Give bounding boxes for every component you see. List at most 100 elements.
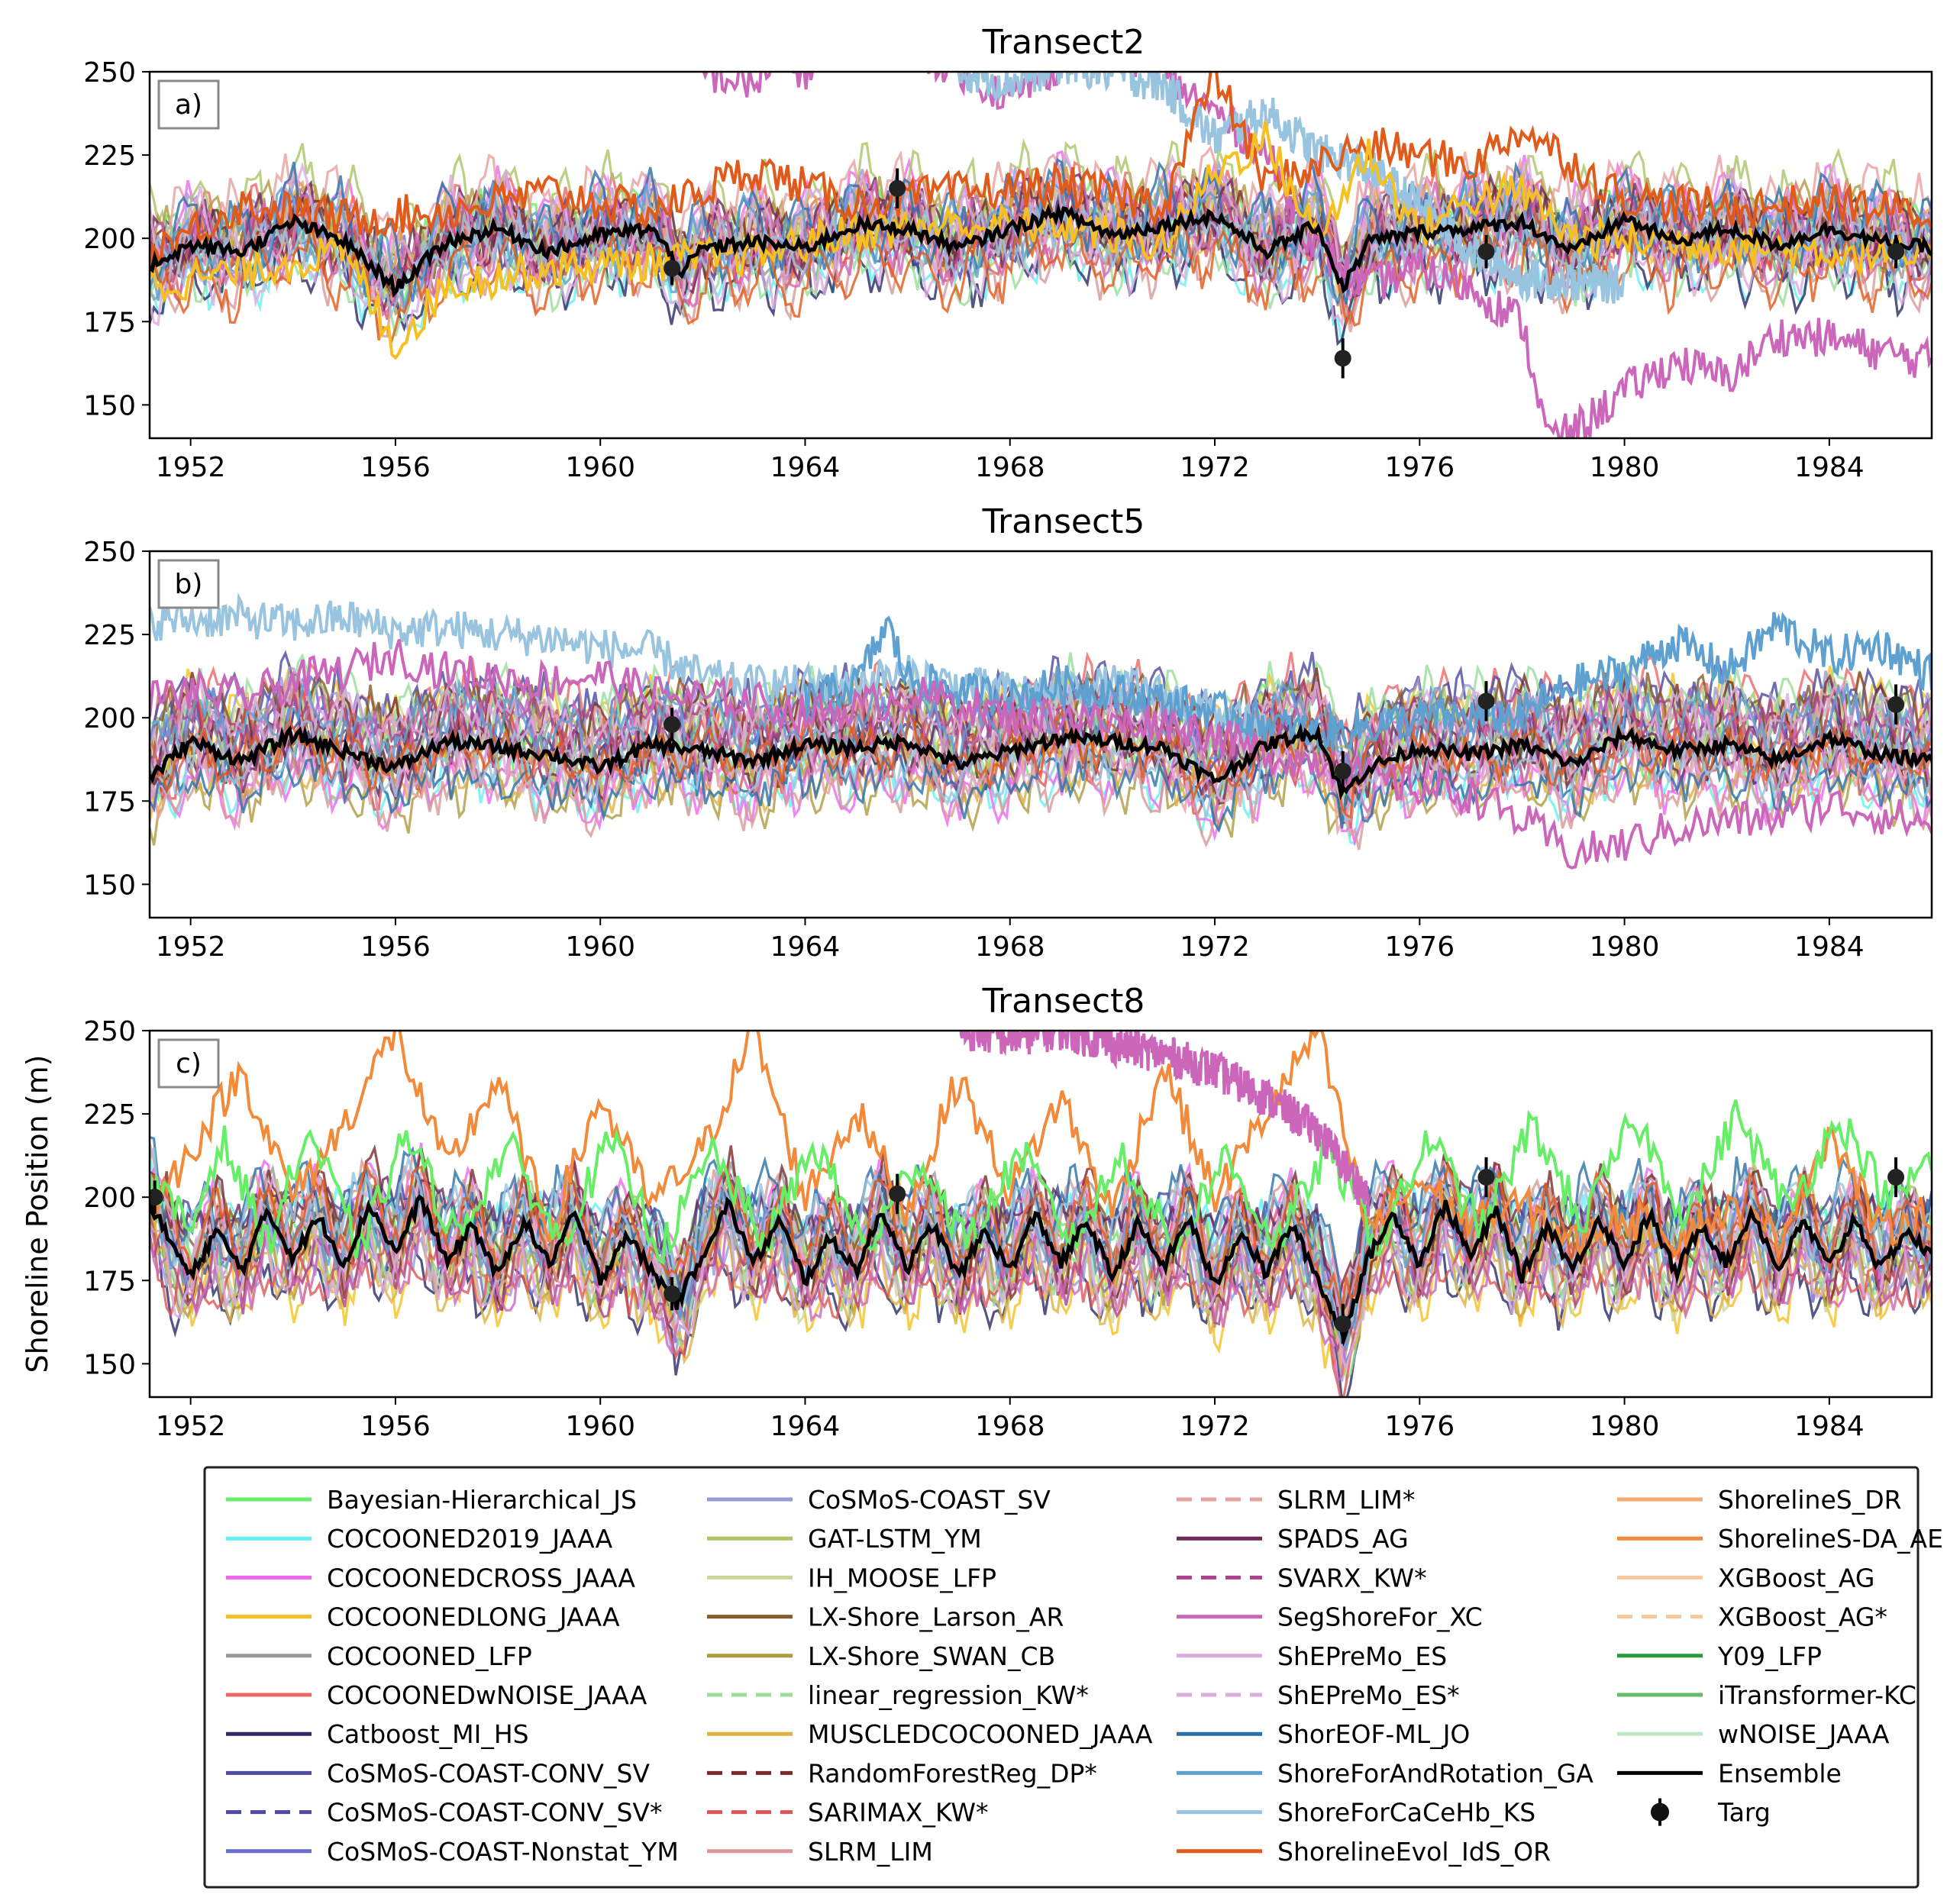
target-point xyxy=(150,1189,163,1206)
x-tick-label: 1960 xyxy=(565,1411,635,1442)
y-axis-label: Shoreline Position (m) xyxy=(21,1055,54,1373)
x-tick-label: 1984 xyxy=(1794,931,1865,963)
y-tick-label: 150 xyxy=(83,390,136,421)
legend-label: COCOONEDwNOISE_JAAA xyxy=(327,1680,647,1710)
legend-marker xyxy=(1651,1802,1669,1822)
target-point xyxy=(1887,1169,1905,1186)
legend-label: ShoreForAndRotation_GA xyxy=(1277,1758,1593,1788)
legend-label: LX-Shore_Larson_AR xyxy=(808,1602,1064,1632)
legend-label: ShorelineS_DR xyxy=(1718,1485,1902,1515)
legend-label: SegShoreFor_XC xyxy=(1277,1602,1483,1632)
y-tick-label: 150 xyxy=(83,1349,136,1380)
legend-label: GAT-LSTM_YM xyxy=(808,1524,982,1554)
legend-entry: ShEPreMo_ES xyxy=(1177,1641,1447,1671)
target-point xyxy=(664,1285,681,1302)
legend-label: ShorelineS-DA_AE xyxy=(1718,1524,1943,1554)
model-trace xyxy=(150,1160,1932,1312)
legend-entry: SARIMAX_KW* xyxy=(707,1798,989,1828)
target-point xyxy=(1334,350,1351,367)
x-tick-label: 1980 xyxy=(1590,1411,1660,1442)
series-SegShoreFor_XC xyxy=(150,639,1932,870)
target-point xyxy=(1334,1315,1351,1332)
legend-label: CoSMoS-COAST_SV xyxy=(808,1485,1051,1515)
legend-label: COCOONED_LFP xyxy=(327,1641,532,1671)
legend-entry: XGBoost_AG* xyxy=(1617,1602,1887,1632)
y-tick-label: 175 xyxy=(83,1266,136,1297)
y-tick-label: 200 xyxy=(83,703,136,734)
x-tick-label: 1956 xyxy=(360,931,431,963)
legend-entry: wNOISE_JAAA xyxy=(1617,1719,1890,1749)
y-tick-label: 250 xyxy=(83,57,136,89)
x-tick-label: 1964 xyxy=(770,931,841,963)
y-tick-label: 225 xyxy=(83,620,136,651)
target-point xyxy=(1477,692,1495,710)
series-Bayesian-Hierarchical_JS xyxy=(150,1099,1932,1266)
series-ensemble xyxy=(150,722,1932,801)
legend-entry: COCOONED_LFP xyxy=(226,1641,532,1671)
panel-transect8: 1952 1956 1960 1964 1968 1972 1976 1980 1984 150 1… xyxy=(21,982,1933,1442)
target-point xyxy=(664,715,681,733)
y-tick-label: 200 xyxy=(83,224,136,255)
legend-entry: CoSMoS-COAST_SV xyxy=(707,1485,1051,1515)
model-trace xyxy=(150,1147,1932,1336)
legend-entry: LX-Shore_SWAN_CB xyxy=(707,1641,1055,1671)
series-ShorelineS-DA_AE xyxy=(150,1031,1932,1261)
legend-label: Ensemble xyxy=(1718,1758,1842,1788)
legend-entry: Y09_LFP xyxy=(1617,1641,1822,1671)
y-tick-label: 225 xyxy=(83,140,136,172)
legend-label: LX-Shore_SWAN_CB xyxy=(808,1641,1055,1671)
panel-transect2: 1952 1956 1960 1964 1968 1972 1976 1980 1984 150 1… xyxy=(83,23,1933,483)
legend-label: Bayesian-Hierarchical_JS xyxy=(327,1485,637,1515)
legend-label: COCOONED2019_JAAA xyxy=(327,1524,613,1554)
target-point xyxy=(1477,1169,1495,1186)
plot-frame xyxy=(148,70,1933,440)
legend-label: CoSMoS-COAST-Nonstat_YM xyxy=(327,1837,679,1867)
legend-entry: COCOONED2019_JAAA xyxy=(226,1524,613,1554)
y-tick-label: 250 xyxy=(83,1016,136,1047)
target-point xyxy=(889,1185,906,1202)
plot-frame xyxy=(148,1029,1933,1399)
plot-frame xyxy=(148,550,1933,919)
legend-label: IH_MOOSE_LFP xyxy=(808,1563,996,1593)
legend-label: ShorelineEvol_IdS_OR xyxy=(1277,1837,1551,1867)
panel-transect5: 1952 1956 1960 1964 1968 1972 1976 1980 1984 150 1… xyxy=(83,502,1933,963)
x-tick-label: 1968 xyxy=(975,931,1045,963)
legend-label: ShoreForCaCeHb_KS xyxy=(1277,1798,1535,1828)
legend-entry: SLRM_LIM* xyxy=(1177,1485,1415,1515)
target-point xyxy=(1334,763,1351,779)
target-point xyxy=(1887,695,1905,713)
model-trace xyxy=(150,675,1932,786)
legend-entry: ShorelineS-DA_AE xyxy=(1617,1524,1943,1554)
x-tick-label: 1980 xyxy=(1590,931,1660,963)
plot-area xyxy=(150,72,1932,438)
x-tick-label: 1984 xyxy=(1794,1411,1865,1442)
legend-entry: SVARX_KW* xyxy=(1177,1563,1427,1593)
legend-entry: ShoreForAndRotation_GA xyxy=(1177,1758,1593,1788)
legend-label: MUSCLEDCOCOONED_JAAA xyxy=(808,1719,1153,1749)
legend: Bayesian-Hierarchical_JS COCOONED2019_JAA… xyxy=(203,1466,1943,1889)
legend-entry: COCOONEDLONG_JAAA xyxy=(226,1602,620,1632)
legend-label: ShEPreMo_ES xyxy=(1277,1641,1447,1671)
legend-entry: linear_regression_KW* xyxy=(707,1680,1089,1710)
x-tick-label: 1964 xyxy=(770,452,841,483)
legend-label: SLRM_LIM xyxy=(808,1837,933,1867)
panel-tag-box xyxy=(157,1038,220,1089)
series-ensemble xyxy=(150,202,1932,299)
legend-label: RandomForestReg_DP* xyxy=(808,1758,1097,1788)
legend-label: Catboost_MI_HS xyxy=(327,1719,529,1749)
panel-title: Transect8 xyxy=(982,982,1145,1021)
panel-tag-box xyxy=(157,79,220,130)
legend-entry: CoSMoS-COAST-Nonstat_YM xyxy=(226,1837,679,1867)
series-ShoreForCaCeHb_KS xyxy=(957,72,1626,304)
x-tick-label: 1976 xyxy=(1384,931,1455,963)
legend-label: COCOONEDCROSS_JAAA xyxy=(327,1563,635,1593)
legend-label: SLRM_LIM* xyxy=(1277,1485,1415,1515)
legend-entry: COCOONEDCROSS_JAAA xyxy=(226,1563,635,1593)
series-SegShoreFor_XC xyxy=(959,1031,1371,1217)
model-trace xyxy=(150,718,1932,822)
x-tick-label: 1952 xyxy=(156,931,226,963)
panel-title: Transect2 xyxy=(982,23,1145,62)
legend-entry: ShorelineEvol_IdS_OR xyxy=(1177,1837,1551,1867)
panel-tag-box xyxy=(157,559,220,609)
